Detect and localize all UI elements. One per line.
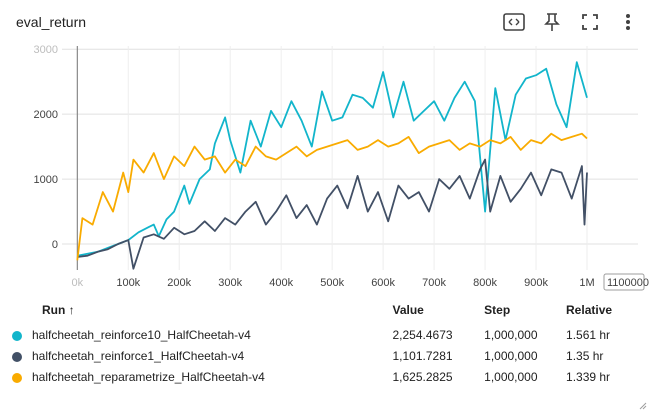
x-tick-label: 300k <box>218 277 242 289</box>
series-line <box>77 61 588 257</box>
run-relative: 1.339 hr <box>566 370 611 384</box>
x-tick-label: 1M <box>579 277 594 289</box>
card-toolbar <box>497 8 645 36</box>
series-line <box>76 132 588 261</box>
x-tick-label: 800k <box>473 277 497 289</box>
x-tick-label: 100k <box>116 277 140 289</box>
runs-table: Run ↑ Value Step Relative halfcheetah_re… <box>12 303 653 388</box>
y-tick-label: 2000 <box>34 109 58 121</box>
resize-handle-icon[interactable] <box>637 400 647 410</box>
y-tick-label: 0 <box>52 239 58 251</box>
run-color-dot <box>12 372 22 383</box>
run-value: 1,625.2825 <box>392 370 453 384</box>
y-tick-label: 3000 <box>34 44 58 56</box>
y-axis-ticks: 0 1000 2000 3000 <box>34 44 58 251</box>
card-title: eval_return <box>16 14 87 30</box>
x-tick-label: 500k <box>320 277 344 289</box>
series-line <box>77 158 588 270</box>
run-name: halfcheetah_reinforce10_HalfCheetah-v4 <box>32 328 251 342</box>
x-tick-label: 0k <box>71 277 83 289</box>
run-relative: 1.35 hr <box>566 349 604 363</box>
x-tick-label: 900k <box>524 277 548 289</box>
run-step: 1,000,000 <box>484 328 538 342</box>
x-extent-box <box>603 273 645 291</box>
run-step: 1,000,000 <box>484 370 538 384</box>
series-lines <box>76 61 588 270</box>
fit-domain-button[interactable] <box>497 8 531 36</box>
header-value[interactable]: Value <box>392 303 424 317</box>
pin-button[interactable] <box>535 8 569 36</box>
x-axis-ticks: 0k 100k 200k 300k 400k 500k 600k 700k 800k 900k 1M… <box>71 273 649 291</box>
run-name: halfcheetah_reparametrize_HalfCheetah-v4 <box>32 370 265 384</box>
x-tick-label: 1100000 <box>607 277 649 289</box>
run-color-dot <box>12 351 22 362</box>
run-value: 1,101.7281 <box>392 349 453 363</box>
header-step[interactable]: Step <box>484 303 511 317</box>
run-color-dot <box>12 330 22 341</box>
fit-domain-icon <box>503 13 525 31</box>
header-run[interactable]: Run ↑ <box>42 303 75 317</box>
table-row[interactable]: halfcheetah_reinforce10_HalfCheetah-v4 2… <box>12 325 653 346</box>
run-step: 1,000,000 <box>484 349 538 363</box>
more-vert-icon <box>626 14 630 30</box>
run-value: 2,254.4673 <box>392 328 453 342</box>
fullscreen-icon <box>582 14 598 30</box>
grid <box>62 46 638 270</box>
run-relative: 1.561 hr <box>566 328 611 342</box>
x-tick-label: 400k <box>269 277 293 289</box>
fullscreen-button[interactable] <box>573 8 607 36</box>
more-options-button[interactable] <box>611 8 645 36</box>
pin-icon <box>544 13 560 31</box>
table-row[interactable]: halfcheetah_reinforce1_HalfCheetah-v4 1,… <box>12 346 653 367</box>
run-name: halfcheetah_reinforce1_HalfCheetah-v4 <box>32 349 245 363</box>
line-chart[interactable]: 0 1000 2000 3000 0k 100k 200k 300k 400k 500k 600k… <box>0 40 653 295</box>
y-tick-label: 1000 <box>34 174 58 186</box>
x-tick-label: 700k <box>422 277 446 289</box>
x-tick-label: 600k <box>371 277 395 289</box>
table-row[interactable]: halfcheetah_reparametrize_HalfCheetah-v4… <box>12 367 653 388</box>
x-tick-label: 200k <box>167 277 191 289</box>
header-relative[interactable]: Relative <box>566 303 613 317</box>
